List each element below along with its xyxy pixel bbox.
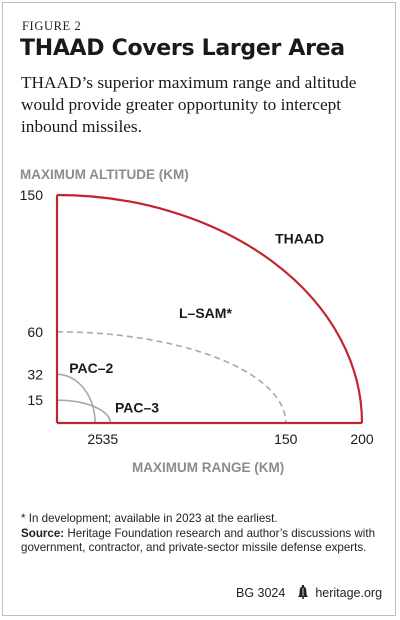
chart-title: THAAD Covers Larger Area xyxy=(20,36,345,61)
figure-frame xyxy=(2,2,396,616)
y-tick-label: 32 xyxy=(27,366,43,382)
x-tick-label: 150 xyxy=(274,431,298,447)
x-tick-label: 200 xyxy=(350,431,374,447)
y-axis-title: MAXIMUM ALTITUDE (KM) xyxy=(20,167,189,182)
y-tick-label: 60 xyxy=(27,324,43,340)
series-curve-l-sam xyxy=(56,331,287,424)
x-tick-label: 35 xyxy=(103,431,119,447)
x-axis-title: MAXIMUM RANGE (KM) xyxy=(132,460,284,475)
footnote-note: * In development; available in 2023 at t… xyxy=(21,512,278,525)
source-text: Heritage Foundation research and author’… xyxy=(21,526,376,555)
y-tick-label: 150 xyxy=(20,187,44,203)
series-label-thaad: THAAD xyxy=(275,231,324,247)
series-curve-thaad xyxy=(56,193,364,424)
series-label-pac-2: PAC–2 xyxy=(69,360,113,376)
report-code: BG 3024 xyxy=(236,586,286,600)
site-link[interactable]: heritage.org xyxy=(315,586,383,600)
footnote-block: * In development; available in 2023 at t… xyxy=(21,512,391,556)
x-tick-label: 25 xyxy=(87,431,103,447)
y-tick-label: 15 xyxy=(27,392,43,408)
figure-label: FIGURE 2 xyxy=(22,19,82,33)
series-label-pac-3: PAC–3 xyxy=(115,399,159,415)
footer: BG 3024 heritage.org xyxy=(236,585,382,602)
series-curve-pac-2 xyxy=(56,373,96,424)
series-label-l-sam: L–SAM* xyxy=(179,305,232,321)
series-curve-pac-3 xyxy=(56,399,112,424)
source-line: Source: Heritage Foundation research and… xyxy=(21,527,391,556)
liberty-bell-icon xyxy=(297,585,309,602)
chart-subtitle: THAAD’s superior maximum range and altit… xyxy=(21,73,357,136)
source-label: Source: xyxy=(21,526,65,540)
